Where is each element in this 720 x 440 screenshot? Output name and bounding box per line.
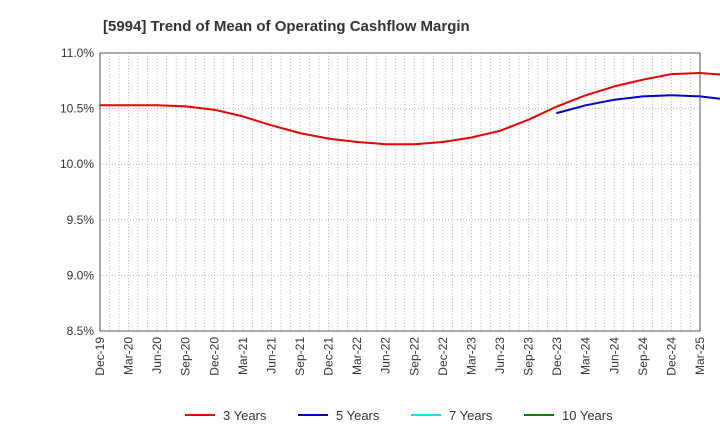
x-tick-label: Mar-23 [464,337,478,375]
legend-label: 7 Years [449,408,493,423]
x-tick-label: Mar-22 [350,337,364,375]
x-tick-label: Jun-23 [493,337,507,374]
plot-area [100,53,700,331]
series-layer [99,72,720,146]
x-tick-label: Jun-21 [264,337,278,374]
x-tick-label: Dec-20 [207,337,221,376]
legend-label: 3 Years [223,408,267,423]
x-tick-label: Dec-24 [664,337,678,376]
x-tick-label: Sep-23 [522,337,536,376]
x-tick-label: Jun-22 [379,337,393,374]
x-tick-label: Sep-24 [636,337,650,376]
x-tick-label: Dec-23 [550,337,564,376]
plot-frame [99,52,701,332]
x-tick-label: Mar-21 [236,337,250,375]
x-tick-label: Dec-21 [322,337,336,376]
x-tick-label: Jun-24 [607,337,621,374]
x-tick-label: Jun-20 [150,337,164,374]
y-tick-label: 9.5% [67,213,95,227]
x-tick-label: Sep-22 [407,337,421,376]
x-tick-label: Mar-20 [122,337,136,375]
series-line [699,72,720,76]
x-tick-label: Sep-20 [179,337,193,376]
grid [99,52,701,332]
x-tick-label: Sep-21 [293,337,307,376]
x-axis-ticks: Dec-19 Mar-20 Jun-20 Sep-20 Dec-20 Mar-21 Jun-… [93,337,707,376]
x-tick-label: Mar-24 [579,337,593,375]
legend: 3 Years 5 Years 7 Years 10 Years [185,408,613,423]
legend-label: 5 Years [336,408,380,423]
y-tick-label: 8.5% [67,324,95,338]
axes [99,52,701,332]
x-tick-label: Dec-22 [436,337,450,376]
y-tick-label: 10.0% [60,157,94,171]
chart-title: [5994] Trend of Mean of Operating Cashfl… [103,18,470,35]
x-tick-label: Dec-19 [93,337,107,376]
y-tick-label: 9.0% [67,268,95,282]
series-line [99,72,701,146]
y-axis-ticks: 8.5% 9.0% 9.5% 10.0% 10.5% 11.0% [60,46,94,338]
x-tick-label: Mar-25 [693,337,707,375]
y-tick-label: 10.5% [60,102,94,116]
legend-label: 10 Years [562,408,613,423]
plot-background [100,53,700,331]
series-line [556,94,720,114]
y-tick-label: 11.0% [61,46,94,60]
